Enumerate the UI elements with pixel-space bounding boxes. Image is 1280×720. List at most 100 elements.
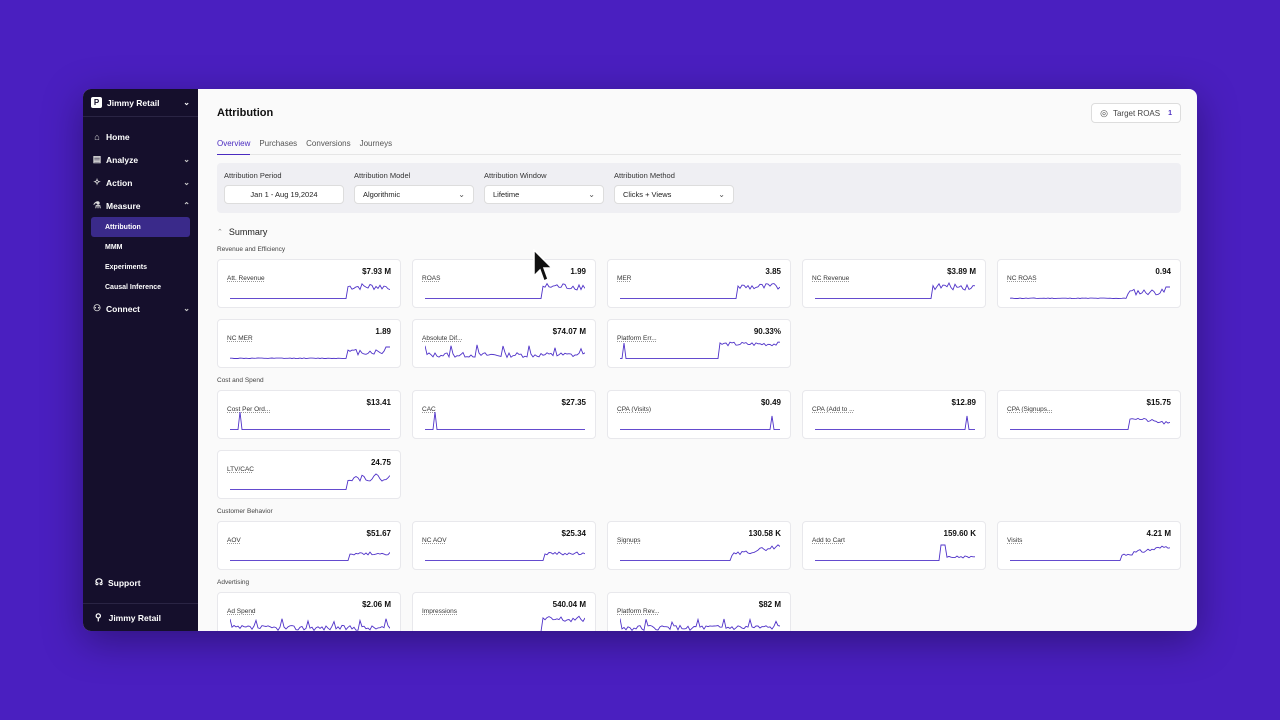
metric-value: $7.93 M	[362, 267, 391, 276]
sidebar-subitem-mmm[interactable]: MMM	[105, 243, 123, 251]
sidebar-subitem-causal-inference[interactable]: Causal Inference	[105, 283, 162, 291]
sparkline	[815, 415, 975, 430]
sidebar-subitem-experiments[interactable]: Experiments	[105, 263, 148, 271]
sparkline-line	[1010, 286, 1170, 299]
metric-name: AOV	[227, 537, 241, 544]
metric-card[interactable]: Ad Spend $2.06 M	[217, 592, 401, 631]
sparkline	[620, 283, 780, 299]
metric-card[interactable]: Visits 4.21 M	[997, 521, 1181, 570]
filter-attribution-window: Attribution Window Lifetime ⌄	[484, 171, 614, 205]
sparkline-line	[815, 281, 975, 299]
chevron-down-icon: ⌄	[183, 155, 190, 164]
date-range-picker[interactable]: Jan 1 - Aug 19,2024	[224, 185, 344, 204]
filter-bar: Attribution Period Jan 1 - Aug 19,2024 A…	[217, 163, 1181, 213]
section-label: Cost and Spend	[217, 377, 264, 384]
metric-card[interactable]: NC MER 1.89	[217, 319, 401, 368]
metric-card[interactable]: NC Revenue $3.89 M	[802, 259, 986, 308]
metric-value: 4.21 M	[1146, 529, 1171, 538]
summary-sections: Revenue and Efficiency Att. Revenue $7.93 …	[217, 246, 1181, 631]
summary-toggle[interactable]: ⌃ Summary	[217, 227, 1181, 237]
attribution-window-select[interactable]: Lifetime ⌄	[484, 185, 604, 204]
user-menu[interactable]: ⚲ Jimmy Retail	[83, 603, 198, 631]
sparkline	[620, 544, 780, 561]
tab-journeys[interactable]: Journeys	[359, 139, 393, 148]
sparkline	[620, 341, 780, 359]
metric-value: $3.89 M	[947, 267, 976, 276]
sparkline	[230, 282, 390, 299]
sidebar-subitem-attribution[interactable]: Attribution	[91, 217, 190, 237]
metric-card[interactable]: ROAS 1.99	[412, 259, 596, 308]
tab-purchases[interactable]: Purchases	[259, 139, 298, 148]
attribution-model-select[interactable]: Algorithmic ⌄	[354, 185, 474, 204]
filter-value: Clicks + Views	[623, 190, 672, 199]
sparkline-line	[620, 617, 780, 631]
sparkline	[230, 346, 390, 359]
metric-name: CPA (Signups...	[1007, 406, 1053, 413]
sidebar-item-home[interactable]: ⌂ Home	[83, 125, 198, 148]
sidebar-item-measure[interactable]: ⚗ Measure ⌃	[83, 194, 198, 217]
metric-value: 24.75	[370, 458, 391, 467]
sidebar-item-action[interactable]: ✧ Action ⌄	[83, 171, 198, 194]
metric-grid: AOV $51.67 NC AOV $25.34 Signups 130.58 K Add …	[217, 521, 1181, 570]
metric-name: Platform Rev...	[617, 608, 660, 615]
users-icon: ⚇	[92, 303, 102, 313]
filter-attribution-method: Attribution Method Clicks + Views ⌄	[614, 171, 744, 205]
sidebar: P Jimmy Retail ⌄ ⌂ Home ▤ Analyze ⌄ ✧ Ac…	[83, 89, 198, 631]
metric-grid: Cost Per Ord... $13.41 CAC $27.35 CPA (Visit…	[217, 390, 1181, 499]
user-icon: ⚲	[95, 612, 102, 622]
metric-name: NC ROAS	[1007, 275, 1037, 282]
metric-card[interactable]: Platform Rev... $82 M	[607, 592, 791, 631]
sparkline	[620, 617, 780, 631]
sidebar-item-analyze[interactable]: ▤ Analyze ⌄	[83, 148, 198, 171]
metric-card[interactable]: NC AOV $25.34	[412, 521, 596, 570]
attribution-method-select[interactable]: Clicks + Views ⌄	[614, 185, 734, 204]
metric-name: Visits	[1007, 537, 1023, 544]
metric-card[interactable]: Absolute Dif... $74.07 M	[412, 319, 596, 368]
metric-card[interactable]: Cost Per Ord... $13.41	[217, 390, 401, 439]
sparkline	[425, 282, 585, 299]
filter-value: Jan 1 - Aug 19,2024	[250, 190, 318, 199]
metric-card[interactable]: Signups 130.58 K	[607, 521, 791, 570]
metric-card[interactable]: NC ROAS 0.94	[997, 259, 1181, 308]
filter-value: Algorithmic	[363, 190, 401, 199]
metric-card[interactable]: CPA (Add to ... $12.89	[802, 390, 986, 439]
metric-value: $74.07 M	[552, 327, 586, 336]
sparkline	[540, 615, 585, 631]
target-icon: ◎	[1100, 107, 1108, 118]
sparkline	[230, 551, 390, 561]
support-link[interactable]: ☊ Support	[83, 577, 198, 588]
sparkline-line	[230, 282, 390, 299]
metric-name: CPA (Visits)	[617, 406, 652, 413]
metric-card[interactable]: CAC $27.35	[412, 390, 596, 439]
sidebar-item-connect[interactable]: ⚇ Connect ⌄	[83, 297, 198, 320]
metric-card[interactable]: LTV/CAC 24.75	[217, 450, 401, 499]
tab-conversions[interactable]: Conversions	[306, 139, 351, 148]
metric-card[interactable]: AOV $51.67	[217, 521, 401, 570]
sparkline-line	[230, 346, 390, 359]
target-roas-button[interactable]: ◎ Target ROAS 1	[1091, 103, 1181, 123]
org-switcher[interactable]: P Jimmy Retail ⌄	[83, 89, 198, 117]
sparkline	[425, 344, 585, 359]
measure-icon: ⚗	[92, 200, 102, 210]
sparkline-line	[425, 282, 585, 299]
sparkline	[230, 473, 390, 490]
metric-card[interactable]: Att. Revenue $7.93 M	[217, 259, 401, 308]
metric-card[interactable]: Platform Err... 90.33%	[607, 319, 791, 368]
metric-value: 1.99	[570, 267, 586, 276]
metric-card[interactable]: Impressions 540.04 M	[412, 592, 596, 631]
tab-bar: Overview Purchases Conversions Journeys	[217, 139, 1181, 155]
metric-card[interactable]: Add to Cart 159.60 K	[802, 521, 986, 570]
page-header: Attribution	[217, 89, 1181, 139]
filter-attribution-model: Attribution Model Algorithmic ⌄	[354, 171, 484, 205]
metric-card[interactable]: CPA (Signups... $15.75	[997, 390, 1181, 439]
metric-value: 159.60 K	[943, 529, 976, 538]
metric-value: $13.41	[366, 398, 391, 407]
sparkline-line	[620, 544, 780, 561]
metric-card[interactable]: MER 3.85	[607, 259, 791, 308]
metric-card[interactable]: CPA (Visits) $0.49	[607, 390, 791, 439]
metric-name: Cost Per Ord...	[227, 406, 271, 413]
tab-overview[interactable]: Overview	[217, 139, 251, 155]
mouse-cursor-icon	[533, 249, 554, 283]
filter-attribution-period: Attribution Period Jan 1 - Aug 19,2024	[224, 171, 354, 205]
metric-name: CPA (Add to ...	[812, 406, 855, 413]
